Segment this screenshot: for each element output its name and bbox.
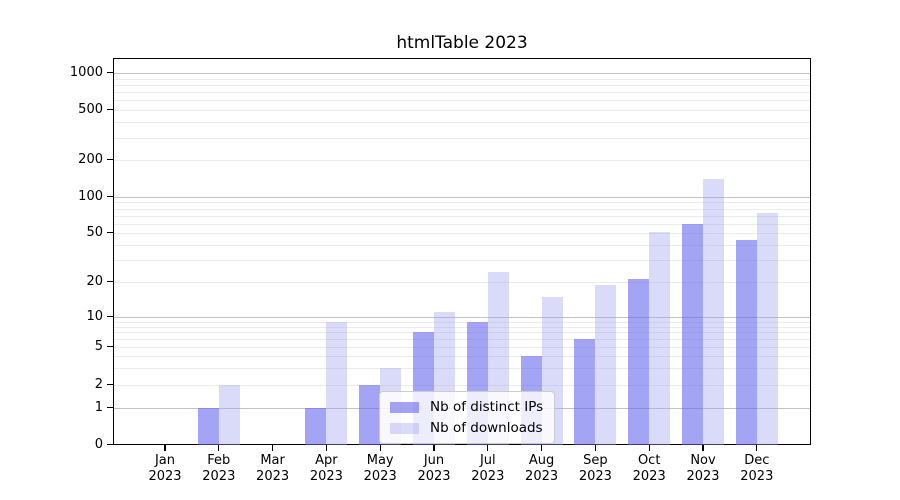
plot-area: Nb of distinct IPs Nb of downloads xyxy=(113,58,811,445)
bar-distinct-ips-may xyxy=(359,385,381,445)
y-tick-mark-100 xyxy=(107,196,113,198)
x-tick-mark-may xyxy=(379,445,381,451)
x-tick-mark-mar xyxy=(271,445,274,451)
bar-distinct-ips-dec xyxy=(735,239,757,445)
bar-distinct-ips-feb xyxy=(197,408,219,445)
bar-distinct-ips-sep xyxy=(574,339,596,445)
y-tick-mark-5 xyxy=(107,346,113,348)
x-tick-label-jul: Jul 2023 xyxy=(471,453,505,484)
gridline-2 xyxy=(114,385,810,386)
x-tick-mark-apr xyxy=(325,445,328,451)
legend-swatch-distinct-ips xyxy=(390,401,419,413)
y-tick-label-2: 2 xyxy=(94,377,103,392)
x-tick-mark-feb xyxy=(218,445,220,451)
bars-layer xyxy=(114,59,810,445)
y-tick-label-5: 5 xyxy=(94,339,103,354)
x-tick-label-dec: Dec 2023 xyxy=(740,453,774,484)
y-tick-mark-10 xyxy=(107,316,113,318)
gridline-500 xyxy=(114,110,810,111)
y-tick-label-1: 1 xyxy=(94,400,103,415)
x-tick-label-may: May 2023 xyxy=(363,453,397,484)
x-tick-label-mar: Mar 2023 xyxy=(256,453,290,484)
gridline-60 xyxy=(114,223,810,225)
gridline-10 xyxy=(114,317,810,318)
gridline-80 xyxy=(114,208,810,210)
y-tick-label-0: 0 xyxy=(94,437,103,452)
y-tick-label-20: 20 xyxy=(86,274,103,289)
gridline-3 xyxy=(114,368,810,370)
y-tick-mark-1 xyxy=(107,407,113,409)
legend-swatch-downloads xyxy=(390,422,419,434)
bar-downloads-oct xyxy=(649,231,671,445)
bar-distinct-ips-oct xyxy=(628,279,650,445)
x-tick-mark-aug xyxy=(540,445,543,451)
x-tick-mark-jul xyxy=(487,445,489,451)
x-tick-mark-dec xyxy=(756,445,758,451)
y-tick-label-50: 50 xyxy=(86,225,103,240)
x-tick-mark-jun xyxy=(433,445,435,451)
gridline-300 xyxy=(114,137,810,139)
chart-title: htmlTable 2023 xyxy=(396,33,528,53)
gridline-6 xyxy=(114,339,810,341)
x-tick-label-sep: Sep 2023 xyxy=(578,453,612,484)
gridline-9 xyxy=(114,321,810,323)
x-tick-label-nov: Nov 2023 xyxy=(686,453,720,484)
y-tick-mark-1000 xyxy=(107,72,113,74)
gridline-700 xyxy=(114,92,810,94)
x-tick-label-apr: Apr 2023 xyxy=(309,453,343,484)
gridlines-layer xyxy=(114,59,810,444)
y-tick-mark-500 xyxy=(107,109,113,111)
y-tick-mark-0 xyxy=(107,444,113,446)
gridline-90 xyxy=(114,202,810,204)
legend: Nb of distinct IPs Nb of downloads xyxy=(379,391,556,444)
x-tick-mark-nov xyxy=(702,445,704,451)
gridline-20 xyxy=(114,282,810,283)
bar-downloads-feb xyxy=(218,385,240,445)
gridline-1000 xyxy=(114,73,810,74)
gridline-5 xyxy=(114,347,810,348)
x-tick-label-jun: Jun 2023 xyxy=(417,453,451,484)
y-tick-mark-20 xyxy=(107,281,113,283)
gridline-400 xyxy=(114,122,810,124)
gridline-4 xyxy=(114,356,810,358)
bar-distinct-ips-nov xyxy=(682,223,703,445)
gridline-800 xyxy=(114,84,810,86)
y-tick-label-1000: 1000 xyxy=(69,65,103,80)
y-tick-label-10: 10 xyxy=(86,309,103,324)
x-tick-mark-sep xyxy=(594,445,597,451)
legend-item-distinct-ips: Nb of distinct IPs xyxy=(390,399,543,415)
gridline-600 xyxy=(114,100,810,102)
gridline-200 xyxy=(114,160,810,161)
gridline-70 xyxy=(114,215,810,217)
bar-downloads-sep xyxy=(595,284,617,445)
legend-label-distinct-ips: Nb of distinct IPs xyxy=(430,399,544,415)
y-tick-label-500: 500 xyxy=(78,102,103,117)
x-tick-label-feb: Feb 2023 xyxy=(202,453,236,484)
x-tick-label-aug: Aug 2023 xyxy=(525,453,559,484)
gridline-50 xyxy=(114,233,810,234)
gridline-900 xyxy=(114,78,810,80)
y-tick-mark-200 xyxy=(107,159,113,161)
gridline-100 xyxy=(114,197,810,198)
x-tick-mark-oct xyxy=(648,445,650,451)
bar-downloads-dec xyxy=(756,213,778,445)
y-tick-mark-2 xyxy=(107,384,113,386)
bar-distinct-ips-apr xyxy=(305,408,327,445)
x-tick-label-oct: Oct 2023 xyxy=(632,453,666,484)
gridline-7 xyxy=(114,332,810,334)
bar-downloads-nov xyxy=(703,179,724,445)
x-tick-mark-jan xyxy=(164,445,166,451)
legend-label-downloads: Nb of downloads xyxy=(430,420,543,436)
gridline-8 xyxy=(114,326,810,328)
y-tick-label-200: 200 xyxy=(78,152,103,167)
y-tick-label-100: 100 xyxy=(78,189,103,204)
legend-item-downloads: Nb of downloads xyxy=(390,420,543,436)
gridline-40 xyxy=(114,244,810,246)
x-tick-label-jan: Jan 2023 xyxy=(148,453,182,484)
gridline-30 xyxy=(114,260,810,262)
bar-downloads-apr xyxy=(326,321,348,445)
y-tick-mark-50 xyxy=(107,232,113,234)
